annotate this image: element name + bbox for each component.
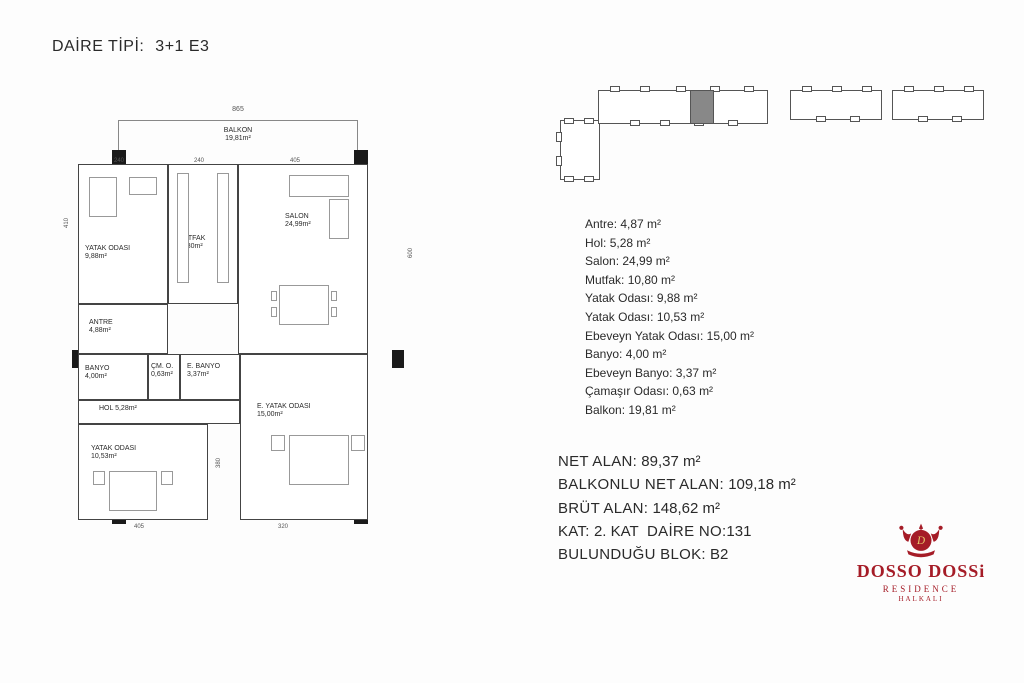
room-yatak2: YATAK ODASI 10,53m² [78,424,208,520]
brand-logo: D DOSSO DOSSi RESIDENCE HALKALI [856,519,986,603]
summary: NET ALAN: 89,37 m² BALKONLU NET ALAN: 10… [558,450,796,566]
room-list-item: Yatak Odası: 10,53 m² [585,308,754,327]
room-list-item: Yatak Odası: 9,88 m² [585,289,754,308]
room-banyo: BANYO 4,00m² [78,354,148,400]
balcony: BALKON 19,81m² [118,120,358,150]
room-list-item: Mutfak: 10,80 m² [585,271,754,290]
room-eyatak: E. YATAK ODASI 15,00m² [240,354,368,520]
dim-top: 865 [118,106,358,113]
floorplan: 865 BALKON 19,81m² YATAK ODASI 9,88m² MU… [78,120,398,520]
title-value: 3+1 E3 [155,38,209,55]
room-salon: SALON 24,99m² [238,164,368,354]
crown-icon: D [893,519,949,559]
logo-line1: RESIDENCE [856,584,986,594]
room-ebanyo: E. BANYO 3,37m² [180,354,240,400]
room-list-item: Ebeveyn Banyo: 3,37 m² [585,364,754,383]
summary-balkonlu: BALKONLU NET ALAN: 109,18 m² [558,473,796,496]
summary-brut: BRÜT ALAN: 148,62 m² [558,497,796,520]
room-list-item: Çamaşır Odası: 0,63 m² [585,382,754,401]
logo-brand: DOSSO DOSSi [856,561,986,582]
summary-blok: BULUNDUĞU BLOK: B2 [558,543,796,566]
room-list-item: Ebeveyn Yatak Odası: 15,00 m² [585,327,754,346]
room-antre: ANTRE 4,88m² [78,304,168,354]
room-list-item: Antre: 4,87 m² [585,215,754,234]
title-label: DAİRE TİPİ: [52,38,144,55]
room-hol: HOL 5,28m² [78,400,240,424]
room-list-item: Banyo: 4,00 m² [585,345,754,364]
summary-kat: KAT: 2. KAT DAİRE NO:131 [558,520,796,543]
room-list-item: Hol: 5,28 m² [585,234,754,253]
room-yatak1: YATAK ODASI 9,88m² [78,164,168,304]
room-cm: ÇM. O. 0,63m² [148,354,180,400]
logo-line2: HALKALI [856,595,986,603]
keyplan-highlight [690,90,714,124]
svg-text:D: D [916,535,925,547]
keyplan [560,90,1000,190]
summary-net: NET ALAN: 89,37 m² [558,450,796,473]
room-list: Antre: 4,87 m² Hol: 5,28 m² Salon: 24,99… [585,215,754,420]
floorplan-main: YATAK ODASI 9,88m² MUTFAK 10,80m² SALON … [78,150,398,520]
room-mutfak: MUTFAK 10,80m² [168,164,238,304]
room-list-item: Balkon: 19,81 m² [585,401,754,420]
page-title: DAİRE TİPİ: 3+1 E3 [52,38,209,56]
room-list-item: Salon: 24,99 m² [585,252,754,271]
balcony-label: BALKON 19,81m² [224,127,252,144]
